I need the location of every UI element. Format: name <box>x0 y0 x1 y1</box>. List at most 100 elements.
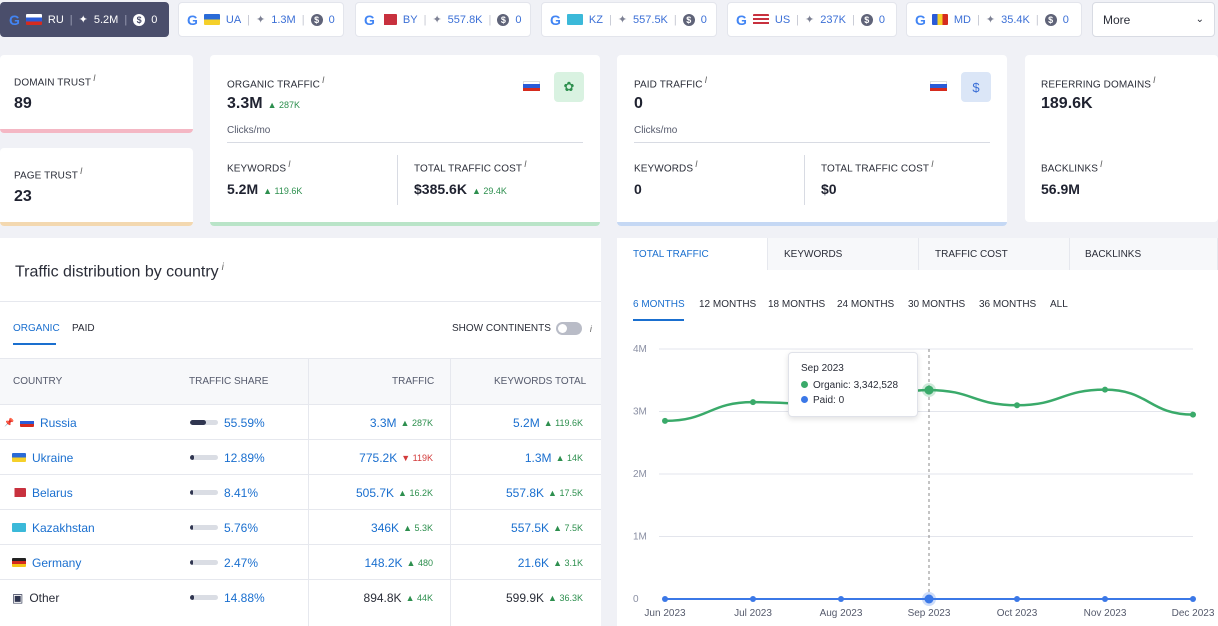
period-option[interactable]: 30 MONTHS <box>908 299 966 310</box>
database-tab-ua[interactable]: G UA | ✦ 1.3M | $0 <box>178 2 344 37</box>
country-name[interactable]: Germany <box>32 555 82 570</box>
period-option[interactable]: 18 MONTHS <box>768 299 826 310</box>
tab-organic[interactable]: ORGANIC <box>13 323 60 334</box>
organic-point[interactable] <box>1102 386 1108 393</box>
keywords-value[interactable]: 557.5K <box>511 520 550 535</box>
pin-icon[interactable]: 📌 <box>4 418 14 427</box>
organic-point[interactable] <box>924 385 934 395</box>
paid-point[interactable] <box>662 596 668 602</box>
traffic-value[interactable]: 148.2K <box>364 555 403 570</box>
organic-traffic-delta: 287K <box>279 100 301 110</box>
database-tab-ru[interactable]: G RU | ✦ 5.2M | $0 <box>0 2 169 37</box>
table-row[interactable]: Germany 2.47% 148.2K ▲ 480 21.6K ▲ 3.1K <box>0 544 601 579</box>
paid-coin-icon: $ <box>1044 13 1057 26</box>
header-country[interactable]: COUNTRY <box>13 376 63 387</box>
globe-icon: ▣ <box>12 590 24 605</box>
organic-point[interactable] <box>750 399 756 406</box>
info-icon[interactable]: i <box>288 159 291 169</box>
paid-point[interactable] <box>924 594 934 604</box>
country-name[interactable]: Belarus <box>32 485 73 500</box>
country-code: RU <box>47 13 64 26</box>
organic-leaf-icon: ✦ <box>432 14 442 26</box>
info-icon[interactable]: i <box>1153 75 1156 85</box>
country-name[interactable]: Kazakhstan <box>32 520 95 535</box>
organic-traffic-value[interactable]: 3.3M <box>227 95 263 112</box>
period-option[interactable]: ALL <box>1050 299 1068 310</box>
chart-tab-keywords[interactable]: KEYWORDS <box>768 238 919 270</box>
x-tick-label: Aug 2023 <box>820 608 863 619</box>
paid-point[interactable] <box>1014 596 1020 602</box>
flag-icon <box>380 14 397 25</box>
database-tab-us[interactable]: G US | ✦ 237K | $0 <box>727 2 897 37</box>
info-icon[interactable]: i <box>704 75 708 85</box>
page-trust-card: PAGE TRUST i 23 <box>0 148 193 226</box>
organic-traffic-label: ORGANIC TRAFFIC <box>227 79 320 91</box>
info-icon[interactable]: i <box>93 73 96 83</box>
paid-traffic-value[interactable]: 0 <box>634 95 643 112</box>
traffic-value[interactable]: 775.2K <box>359 450 398 465</box>
chart-tab-traffic-cost[interactable]: TRAFFIC COST <box>919 238 1070 270</box>
paid-point[interactable] <box>838 596 844 602</box>
paid-point[interactable] <box>750 596 756 602</box>
organic-traffic-count: 557.5K <box>633 13 668 26</box>
info-icon[interactable]: i <box>221 262 224 273</box>
backlinks-value[interactable]: 56.9M <box>1041 181 1080 197</box>
info-icon[interactable]: i <box>321 75 325 85</box>
paid-point[interactable] <box>1190 596 1196 602</box>
paid-point[interactable] <box>1102 596 1108 602</box>
flag-icon <box>752 14 769 25</box>
country-name[interactable]: Ukraine <box>32 450 74 465</box>
keywords-delta: 7.5K <box>564 522 583 533</box>
flag-icon <box>19 418 34 427</box>
traffic-delta: 5.3K <box>414 522 433 533</box>
traffic-value[interactable]: 346K <box>371 520 400 535</box>
traffic-value[interactable]: 505.7K <box>356 485 395 500</box>
header-keywords-total[interactable]: KEYWORDS TOTAL <box>494 376 587 387</box>
show-continents-toggle[interactable] <box>555 322 582 335</box>
info-icon[interactable]: i <box>695 159 698 169</box>
y-tick-label: 4M <box>633 344 647 355</box>
country-name[interactable]: Russia <box>39 415 77 430</box>
chart-tab-backlinks[interactable]: BACKLINKS <box>1069 238 1218 270</box>
period-option[interactable]: 36 MONTHS <box>979 299 1037 310</box>
chart-tab-total-traffic[interactable]: TOTAL TRAFFIC <box>617 238 768 270</box>
table-row[interactable]: 📌 Russia 55.59% 3.3M ▲ 287K 5.2M ▲ 119.6K <box>0 404 601 439</box>
traffic-value[interactable]: 3.3M <box>369 415 397 430</box>
flag-icon <box>25 14 42 25</box>
keywords-value[interactable]: 21.6K <box>517 555 550 570</box>
country-code: KZ <box>588 13 603 26</box>
organic-cost-value[interactable]: $385.6K <box>414 181 467 197</box>
organic-point[interactable] <box>662 417 668 424</box>
organic-point[interactable] <box>1014 402 1020 409</box>
tab-paid[interactable]: PAID <box>72 323 95 334</box>
organic-point[interactable] <box>1190 411 1196 418</box>
traffic-delta: 480 <box>417 557 433 568</box>
database-tab-md[interactable]: G MD | ✦ 35.4K | $0 <box>906 2 1082 37</box>
info-icon[interactable]: i <box>931 159 934 169</box>
header-traffic[interactable]: TRAFFIC <box>392 376 435 387</box>
table-row[interactable]: Belarus 8.41% 505.7K ▲ 16.2K 557.8K ▲ 17.5K <box>0 474 601 509</box>
period-option[interactable]: 24 MONTHS <box>837 299 895 310</box>
header-traffic-share[interactable]: TRAFFIC SHARE <box>189 376 269 387</box>
organic-keywords-value[interactable]: 5.2M <box>227 181 259 197</box>
database-tab-by[interactable]: G BY | ✦ 557.8K | $0 <box>355 2 531 37</box>
table-row[interactable]: Ukraine 12.89% 775.2K ▼ 119K 1.3M ▲ 14K <box>0 439 601 474</box>
traffic-line-chart[interactable]: 0 1M 2M 3M 4M Jun 2023 Jul 2023 Aug 2023 Sep 202… <box>617 333 1218 626</box>
info-icon[interactable]: i <box>1100 159 1103 169</box>
keywords-value[interactable]: 5.2M <box>513 415 540 430</box>
more-dropdown[interactable]: More ⌄ <box>1092 2 1215 37</box>
keywords-value[interactable]: 1.3M <box>524 450 552 465</box>
period-option[interactable]: 12 MONTHS <box>699 299 757 310</box>
info-icon[interactable]: i <box>79 166 83 176</box>
database-tab-kz[interactable]: G KZ | ✦ 557.5K | $0 <box>541 2 717 37</box>
table-row[interactable]: Kazakhstan 5.76% 346K ▲ 5.3K 557.5K ▲ 7.5K <box>0 509 601 544</box>
table-row[interactable]: ▣ Other 14.88% 894.8K ▲ 44K 599.9K ▲ 36.3K <box>0 579 601 614</box>
info-icon[interactable]: i <box>589 323 592 334</box>
referring-domains-value[interactable]: 189.6K <box>1041 95 1093 112</box>
period-option[interactable]: 6 MONTHS <box>633 299 685 310</box>
referring-domains-label: REFERRING DOMAINS <box>1041 79 1152 91</box>
keywords-value[interactable]: 557.8K <box>506 485 545 500</box>
keywords-value: 599.9K <box>506 590 545 605</box>
organic-legend-dot <box>801 381 808 388</box>
info-icon[interactable]: i <box>524 159 527 169</box>
